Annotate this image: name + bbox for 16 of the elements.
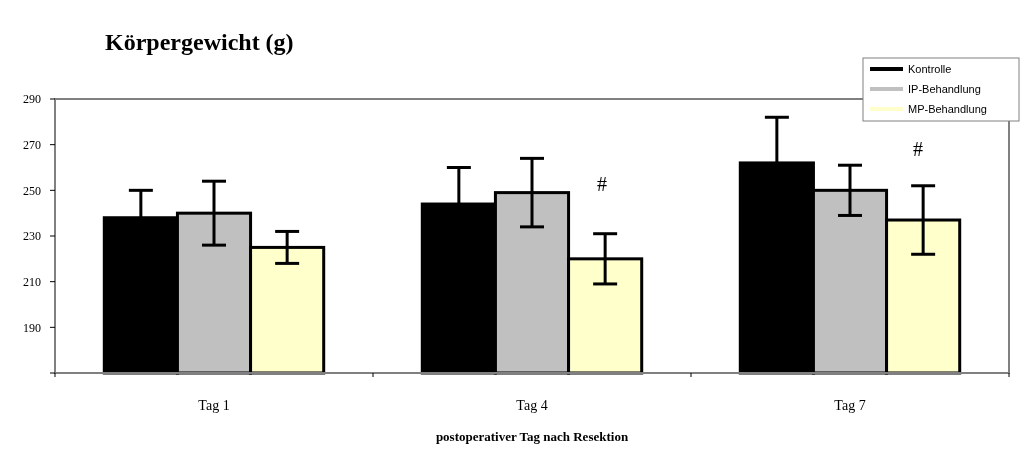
legend-label: IP-Behandlung — [908, 82, 981, 95]
y-tick-label: 290 — [23, 92, 41, 107]
y-tick-label: 270 — [23, 137, 41, 152]
x-tick-label: Tag 1 — [198, 398, 230, 413]
y-tick-label: 190 — [23, 320, 41, 335]
legend-label: MP-Behandlung — [908, 102, 987, 115]
annotation: # — [597, 173, 607, 195]
annotation: # — [913, 138, 923, 160]
x-tick-label: Tag 7 — [834, 398, 866, 413]
y-tick-label: 210 — [23, 274, 41, 289]
y-tick-label: 250 — [23, 183, 41, 198]
y-tick-label: 230 — [23, 229, 41, 244]
x-tick-label: Tag 4 — [516, 398, 548, 413]
x-axis-title: postoperativer Tag nach Resektion — [435, 429, 629, 444]
legend-label: Kontrolle — [908, 62, 952, 75]
chart-title: Körpergewicht (g) — [105, 29, 294, 55]
